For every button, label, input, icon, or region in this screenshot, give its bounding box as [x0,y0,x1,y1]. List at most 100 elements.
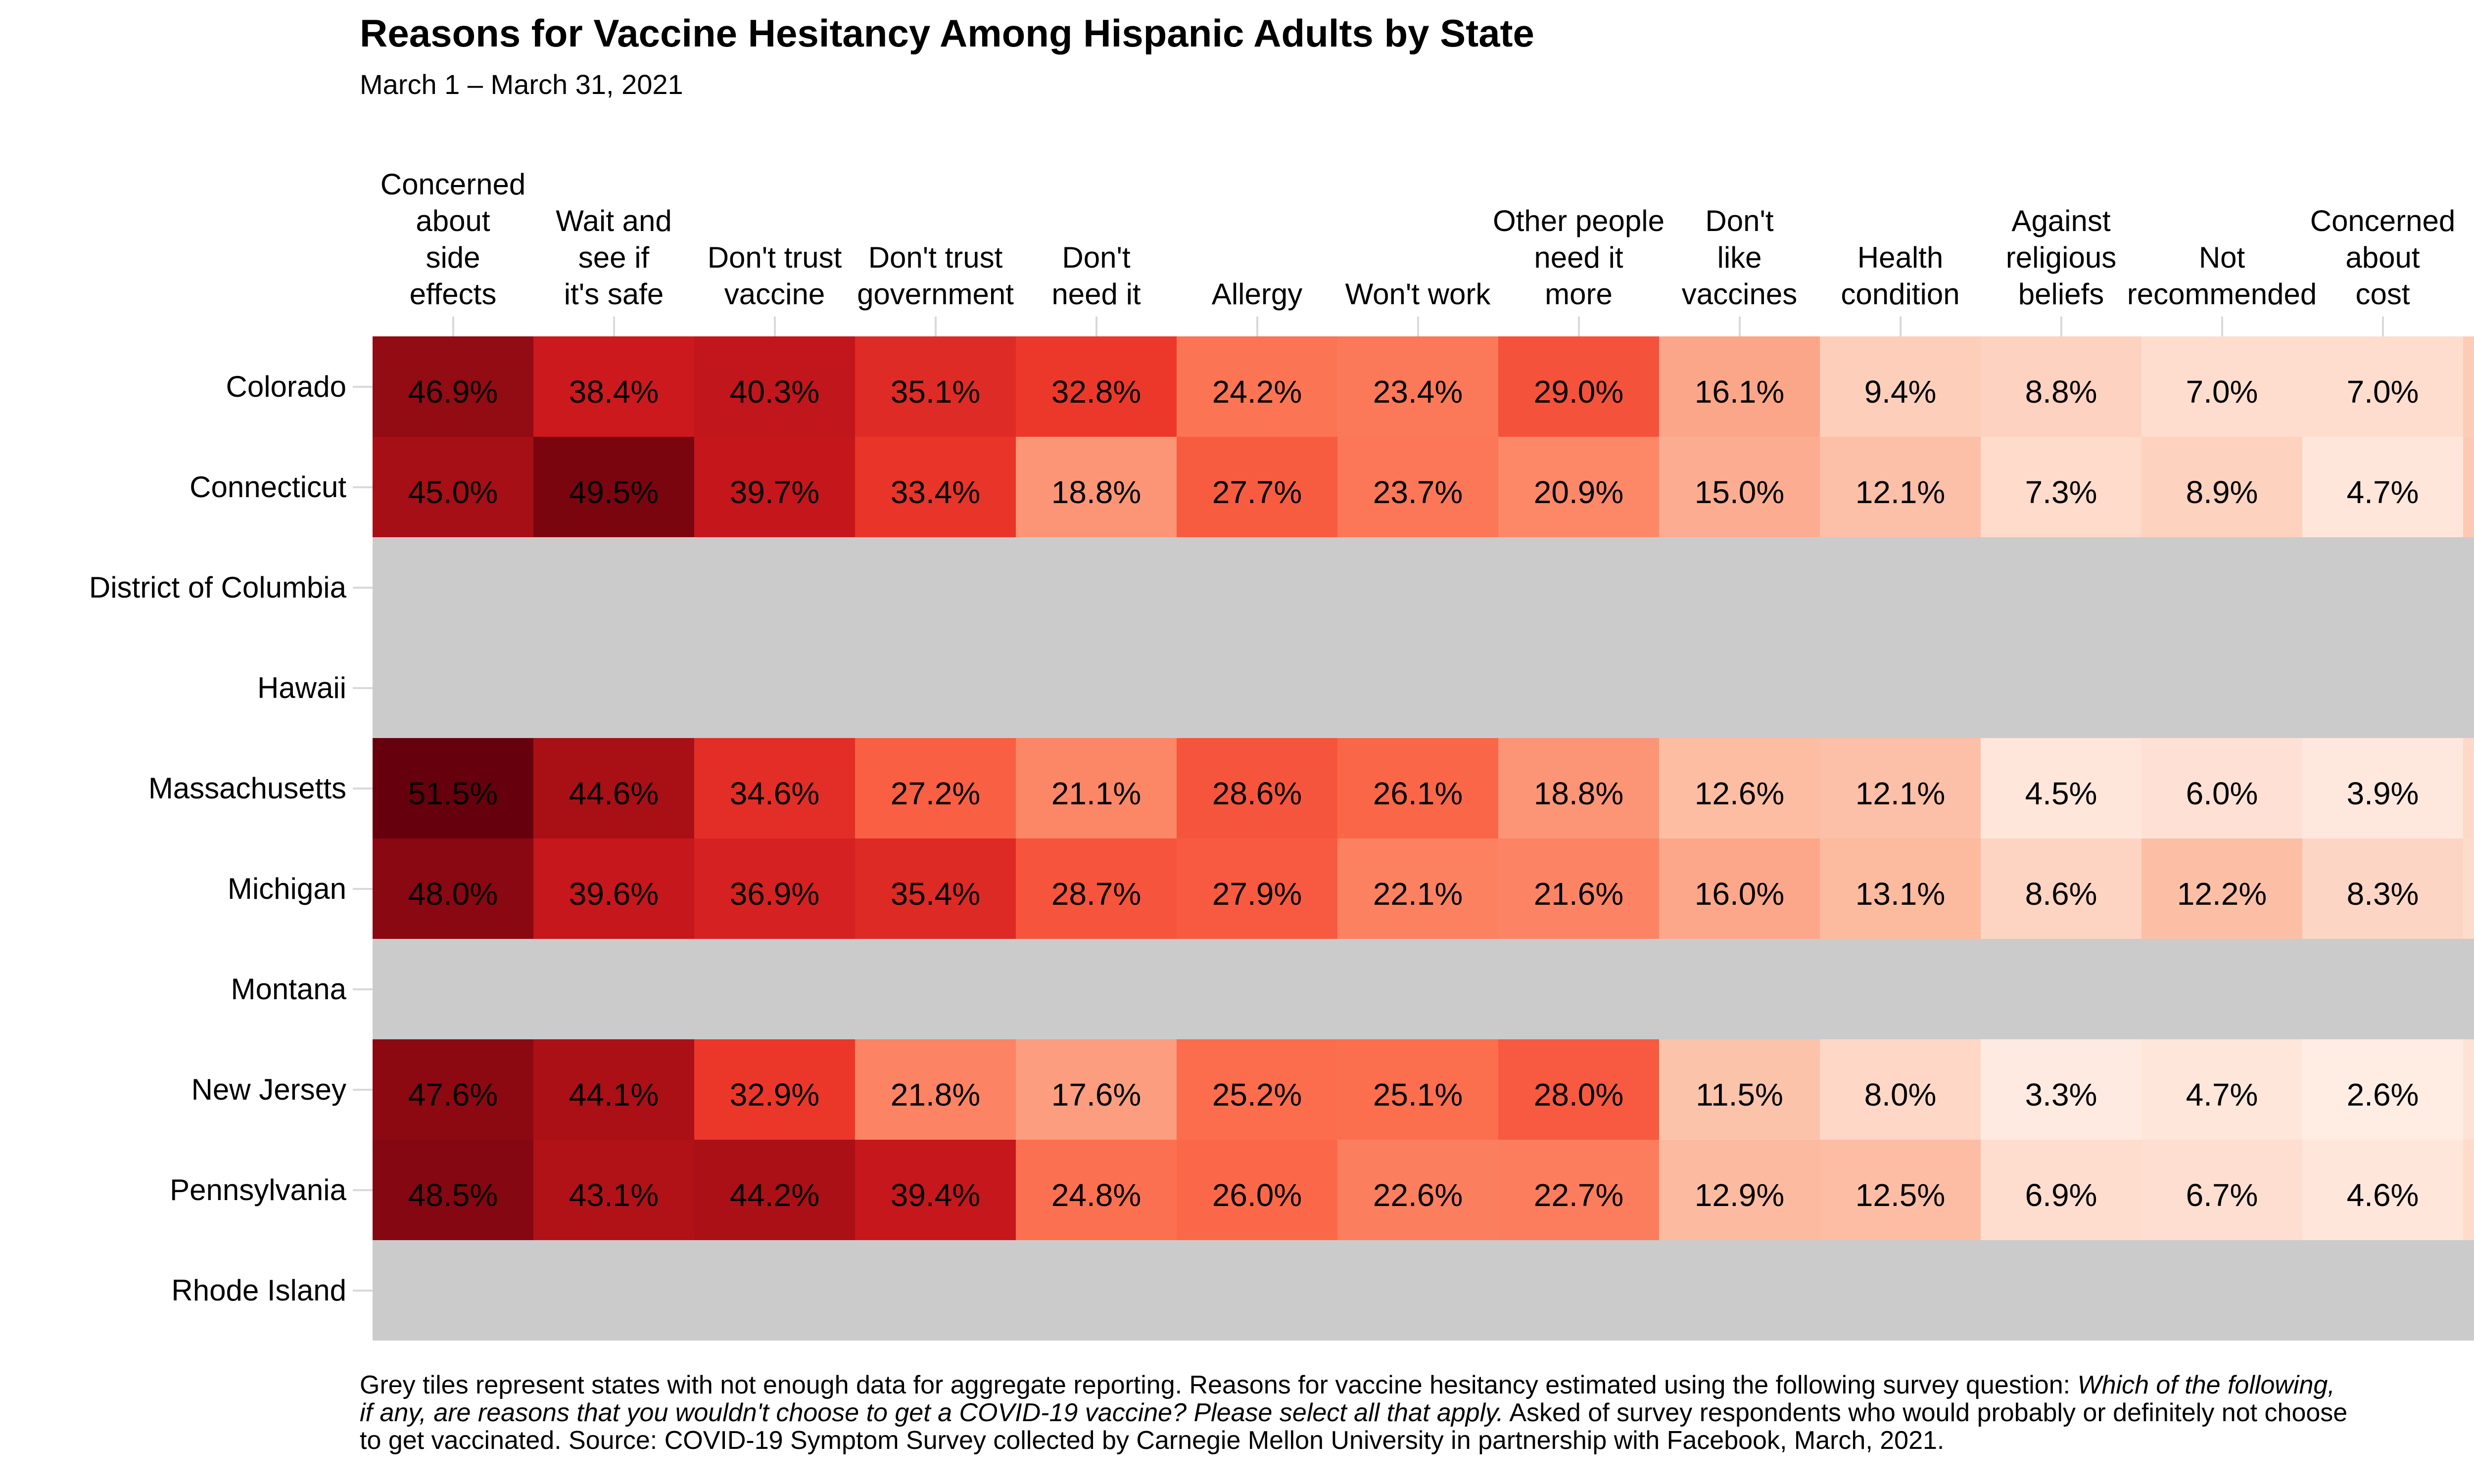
heatmap-cell: 43.1% [533,1140,694,1240]
row-tick-left [353,486,373,488]
heatmap-cell-value: 16.0% [1694,876,1785,912]
heatmap-cell: 48.5% [373,1140,533,1240]
column-tick [1899,317,1902,336]
heatmap-cell: 33.4% [855,437,1016,537]
heatmap-cell: 32.8% [1016,336,1177,437]
caption-italic-text: if any, are reasons that you wouldn't ch… [360,1398,1504,1427]
heatmap-cell: 12.5% [1820,1140,1981,1240]
heatmap-cell-value: 44.2% [729,1177,820,1213]
heatmap-cell: 23.7% [1337,437,1498,537]
heatmap-cell: 6.7% [2141,1140,2302,1240]
heatmap-cell-value: 24.8% [1051,1177,1142,1213]
heatmap-cell-value: 28.6% [1212,775,1302,811]
heatmap-cell-value: 12.5% [1855,1177,1946,1213]
heatmap-cell: 36.9% [694,838,855,939]
heatmap-cell: 25.2% [1177,1039,1337,1140]
heatmap-cell-value: 8.9% [2186,474,2258,510]
heatmap-cell: 4.6% [2302,1140,2463,1240]
heatmap-cell-value: 47.6% [408,1076,498,1113]
heatmap-cell-value: 12.6% [1694,775,1785,811]
heatmap-cell: 8.0% [1820,1039,1981,1140]
heatmap-cell-value: 23.7% [1373,474,1463,510]
column-tick [2381,317,2384,336]
heatmap-cell-value: 6.7% [2186,1177,2258,1213]
column-header: Don't trust vaccine [707,241,842,311]
row-label: Montana [231,973,347,1006]
row-tick-left [353,1289,373,1292]
caption-line: to get vaccinated. Source: COVID-19 Symp… [360,1427,2347,1454]
heatmap-cell-value: 8.3% [2346,876,2419,912]
column-tick [452,317,454,336]
heatmap-cell: 39.7% [694,437,855,537]
heatmap-cell: 46.9% [373,336,533,437]
heatmap-cell: 27.9% [1177,838,1337,939]
heatmap-cell: 7.3% [2463,1140,2474,1240]
heatmap-cell: 7.0% [2302,336,2463,437]
caption-text: Asked of survey respondents who would pr… [1503,1398,2348,1427]
heatmap-cell-value: 28.7% [1051,876,1142,912]
heatmap-cell-value: 4.7% [2186,1076,2258,1113]
heatmap-cell: 21.1% [1016,738,1177,838]
heatmap-cell-value: 18.8% [1051,474,1142,510]
row-label: Colorado [226,370,347,403]
heatmap-cell: 44.2% [694,1140,855,1240]
column-header: Concerned about side effects [380,168,526,311]
heatmap-cell-value: 22.6% [1373,1177,1463,1213]
heatmap-cell-value: 9.4% [1864,373,1937,410]
caption-text: Grey tiles represent states with not eno… [360,1371,2078,1399]
column-tick [613,317,615,336]
heatmap-cell: 35.4% [855,838,1016,939]
heatmap-cell-value: 27.9% [1212,876,1302,912]
chart-subtitle: March 1 – March 31, 2021 [360,69,683,100]
heatmap-cell-value: 33.4% [890,474,981,510]
heatmap-cell-value: 23.4% [1373,373,1463,410]
heatmap-cell: 29.0% [1498,336,1659,437]
heatmap-cell: 11.5% [1659,1039,1820,1140]
heatmap-cell-value: 43.1% [569,1177,659,1213]
heatmap-cell: 39.4% [855,1140,1016,1240]
heatmap-cell: 18.8% [1016,437,1177,537]
column-header: Not recommended [2127,241,2317,311]
heatmap-cell: 10.0% [2463,336,2474,437]
heatmap-cell-value: 40.3% [729,373,820,410]
heatmap-cell-value: 7.0% [2186,373,2258,410]
heatmap-cell: 2.6% [2302,1039,2463,1140]
heatmap-cell-value: 8.8% [2025,373,2097,410]
heatmap-cell: 3.9% [2302,738,2463,838]
heatmap-cell-value: 12.9% [1694,1177,1785,1213]
heatmap-cell: 27.2% [855,738,1016,838]
heatmap-cell: 4.7% [2141,1039,2302,1140]
heatmap-cell: 8.3% [2302,838,2463,939]
heatmap-cell: 21.6% [1498,838,1659,939]
heatmap-cell: 21.8% [855,1039,1016,1140]
heatmap-cell-value: 4.7% [2346,474,2419,510]
heatmap-cell: 47.6% [373,1039,533,1140]
heatmap-cell-value: 24.2% [1212,373,1302,410]
heatmap-cell-value: 35.4% [890,876,981,912]
row-tick-left [353,1189,373,1191]
heatmap-cell-value: 29.0% [1533,373,1624,410]
heatmap-cell-value: 44.6% [569,775,659,811]
heatmap-cell-value: 32.8% [1051,373,1142,410]
heatmap-cell-value: 2.6% [2346,1076,2419,1113]
caption-italic-text: Which of the following, [2077,1371,2335,1399]
column-tick [934,317,937,336]
heatmap-cell-value: 20.9% [1533,474,1624,510]
heatmap-cell-value: 7.3% [2025,474,2097,510]
heatmap-cell: 16.0% [1659,838,1820,939]
heatmap-cell: 4.5% [1981,738,2141,838]
column-tick [2060,317,2062,336]
row-label: District of Columbia [89,571,346,604]
heatmap-cell: 22.6% [1337,1140,1498,1240]
heatmap-cell-value: 44.1% [569,1076,659,1113]
caption-line: Grey tiles represent states with not eno… [360,1371,2347,1399]
heatmap-cell-value: 45.0% [408,474,498,510]
heatmap-cell: 6.9% [1981,1140,2141,1240]
heatmap-cell: 28.0% [1498,1039,1659,1140]
column-header: Allergy [1211,278,1303,311]
heatmap-cell: 6.0% [2141,738,2302,838]
row-tick-left [353,887,373,890]
heatmap-cell: 7.2% [2463,838,2474,939]
row-label: New Jersey [191,1073,346,1106]
